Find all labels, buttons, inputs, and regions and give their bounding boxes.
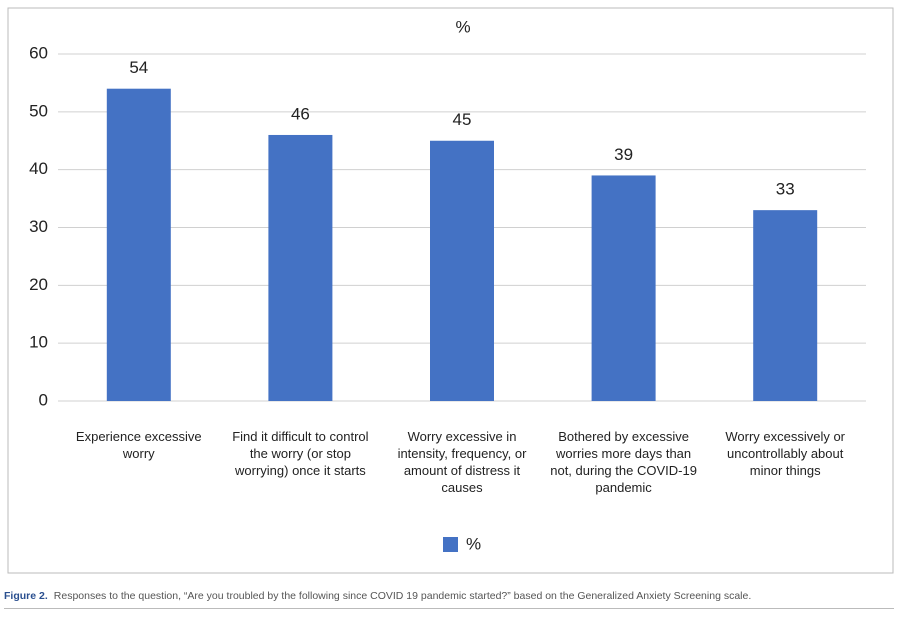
x-tick-label: Experience excessive worry — [75, 429, 202, 461]
y-tick-label: 50 — [29, 101, 48, 120]
y-tick-label: 40 — [29, 159, 48, 178]
bar — [106, 88, 171, 401]
legend-label: % — [466, 534, 481, 553]
data-label: 33 — [776, 180, 795, 199]
bar — [268, 134, 333, 401]
x-tick-label: Bothered by excessive worries more days … — [550, 429, 697, 495]
x-tick-label: Worry excessively or uncontrollably abou… — [725, 429, 846, 478]
data-label: 39 — [614, 145, 633, 164]
y-tick-label: 10 — [29, 333, 48, 352]
bar — [753, 210, 818, 401]
y-tick-label: 60 — [29, 43, 48, 62]
caption-label: Figure 2. — [4, 590, 48, 602]
bar — [430, 140, 494, 401]
y-tick-label: 20 — [29, 275, 48, 294]
caption: Figure 2. Responses to the question, “Are… — [4, 590, 894, 609]
x-tick-label: Find it difficult to control the worry (… — [232, 429, 369, 478]
caption-text: Responses to the question, “Are you trou… — [53, 590, 752, 602]
y-tick-label: 30 — [29, 217, 48, 236]
data-label: 46 — [291, 104, 310, 123]
legend-swatch — [443, 537, 458, 552]
y-tick-label: 0 — [39, 390, 48, 409]
x-tick-label: Worry excessive in intensity, frequency,… — [397, 429, 527, 495]
chart-title: % — [455, 17, 470, 36]
data-label: 45 — [453, 110, 472, 129]
data-label: 54 — [129, 58, 148, 77]
bar — [591, 175, 656, 401]
